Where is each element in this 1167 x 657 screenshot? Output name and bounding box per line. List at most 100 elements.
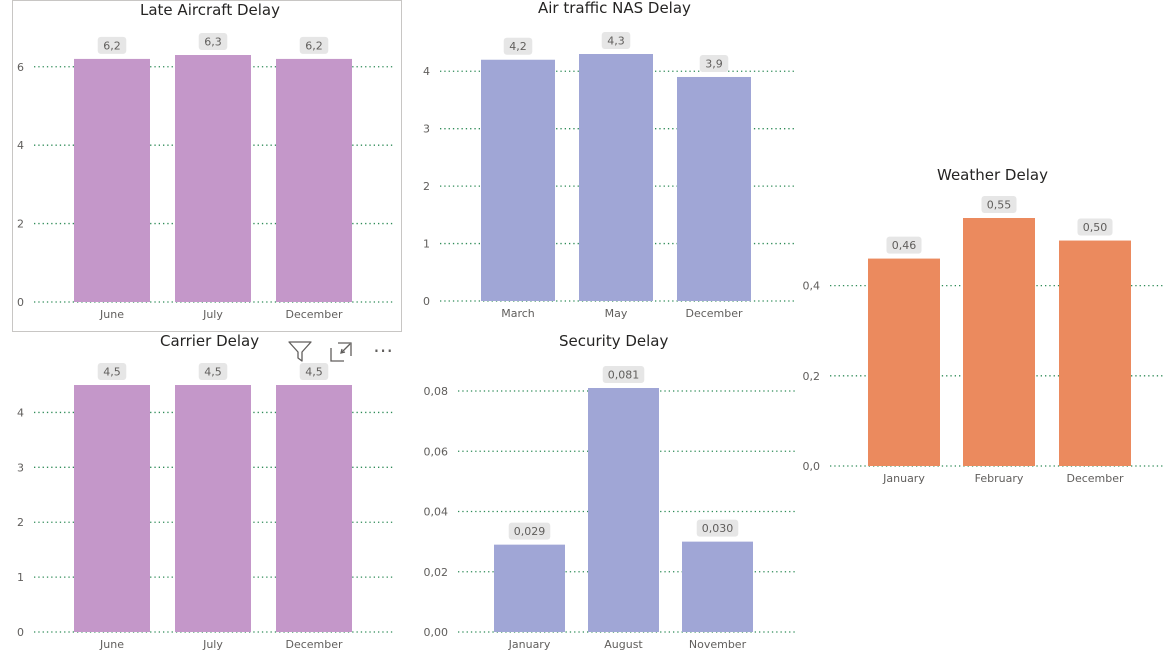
x-category-label: June	[99, 308, 124, 321]
data-label-bg	[508, 522, 551, 540]
data-label-bg	[981, 196, 1017, 213]
data-label-bg	[1077, 218, 1113, 236]
data-label: 6,3	[204, 36, 222, 49]
y-tick-label: 0,06	[424, 445, 449, 458]
chart-security[interactable]: Security Delay 0,00 0,02 0,04 0,06 0,08 0,029…	[410, 330, 800, 657]
x-category-label: November	[689, 638, 747, 651]
y-tick-label: 0	[17, 296, 24, 309]
bar	[588, 388, 659, 632]
x-category-label: July	[202, 638, 223, 651]
y-tick-label: 1	[17, 571, 24, 584]
data-label: 6,2	[305, 39, 323, 52]
chart-title: Weather Delay	[937, 166, 1048, 184]
bar	[677, 76, 751, 301]
bar	[74, 58, 150, 302]
y-tick-label: 4	[17, 139, 24, 152]
bar	[682, 541, 753, 632]
x-category-label: March	[501, 307, 535, 320]
bar	[868, 258, 940, 466]
bar	[963, 218, 1035, 466]
data-label-bg	[97, 363, 127, 380]
y-tick-label: 0	[17, 626, 24, 639]
bar	[175, 55, 251, 302]
chart-carrier[interactable]: Carrier Delay 0 1 2 3 4 4,5 June 4,5 July 4,5 Dece…	[0, 330, 400, 657]
chart-svg: 0 2 4 6 6,2 June 6,3 July 6,2 December	[17, 33, 395, 321]
x-category-label: May	[605, 307, 628, 320]
chart-svg: 0,0 0,2 0,4 0,46 January 0,55 February 0,50 Dece…	[803, 196, 1165, 485]
x-category-label: December	[685, 307, 743, 320]
data-label-bg	[699, 54, 729, 72]
data-label-bg	[198, 33, 228, 50]
y-tick-label: 2	[423, 180, 430, 193]
x-category-label: December	[285, 308, 343, 321]
x-category-label: June	[99, 638, 124, 651]
filter-icon[interactable]	[287, 339, 313, 363]
data-label: 0,55	[987, 199, 1012, 212]
data-label: 0,081	[608, 369, 640, 382]
y-tick-label: 0	[423, 295, 430, 308]
y-tick-label: 0,00	[424, 626, 449, 639]
chart-title: Security Delay	[559, 332, 669, 350]
y-tick-label: 4	[17, 406, 24, 419]
bar	[276, 385, 352, 632]
data-label: 3,9	[705, 57, 723, 70]
bar	[276, 58, 352, 302]
x-category-label: January	[882, 472, 925, 485]
x-category-label: December	[285, 638, 343, 651]
data-label-bg	[503, 37, 533, 55]
focus-mode-icon[interactable]	[328, 340, 354, 364]
x-category-label: July	[202, 308, 223, 321]
chart-title: Late Aircraft Delay	[140, 1, 280, 19]
y-tick-label: 0,0	[803, 460, 821, 473]
bar	[175, 385, 251, 632]
data-label-bg	[886, 236, 922, 254]
bar	[74, 385, 150, 632]
y-tick-label: 0,08	[424, 385, 449, 398]
data-label: 4,3	[607, 35, 625, 48]
y-tick-label: 4	[423, 65, 430, 78]
bar	[1059, 240, 1131, 466]
data-label: 0,029	[514, 525, 546, 538]
chart-svg: 0 1 2 3 4 4,2 March 4,3 May 3,9 December	[423, 32, 795, 320]
x-category-label: January	[508, 638, 551, 651]
y-tick-label: 2	[17, 218, 24, 231]
data-label: 0,030	[702, 522, 734, 535]
y-tick-label: 0,02	[424, 566, 449, 579]
y-tick-label: 3	[17, 461, 24, 474]
y-tick-label: 0,2	[803, 370, 821, 383]
x-category-label: February	[975, 472, 1024, 485]
y-tick-label: 3	[423, 123, 430, 136]
y-tick-label: 0,04	[424, 506, 449, 519]
chart-title: Air traffic NAS Delay	[538, 0, 691, 17]
chart-svg: 0 1 2 3 4 4,5 June 4,5 July 4,5 December	[17, 363, 395, 651]
y-tick-label: 2	[17, 516, 24, 529]
more-options-icon[interactable]: ⋯	[373, 338, 393, 362]
data-label-bg	[601, 32, 631, 49]
data-label: 0,46	[892, 239, 917, 252]
data-label-bg	[299, 36, 329, 54]
data-label: 6,2	[103, 39, 121, 52]
data-label: 4,5	[103, 366, 121, 379]
data-label-bg	[198, 363, 228, 380]
data-label: 4,2	[509, 40, 527, 53]
bar	[494, 544, 565, 632]
chart-svg: 0,00 0,02 0,04 0,06 0,08 0,029 January 0,081 Aug…	[424, 366, 795, 651]
bar	[579, 54, 653, 301]
data-label-bg	[299, 363, 329, 380]
selected-visual-frame[interactable]	[12, 0, 402, 332]
chart-title: Carrier Delay	[160, 332, 260, 350]
x-category-label: December	[1066, 472, 1124, 485]
bar	[481, 59, 555, 301]
x-category-label: August	[604, 638, 643, 651]
data-label: 4,5	[204, 366, 222, 379]
y-tick-label: 1	[423, 238, 430, 251]
chart-late-aircraft[interactable]: Late Aircraft Delay 0 2 4 6 6,2 June 6,3 July 6,…	[0, 0, 400, 330]
y-tick-label: 0,4	[803, 280, 821, 293]
y-tick-label: 6	[17, 61, 24, 74]
data-label-bg	[97, 36, 127, 54]
data-label-bg	[696, 519, 739, 537]
data-label: 4,5	[305, 366, 323, 379]
chart-air-traffic-nas[interactable]: Air traffic NAS Delay 0 1 2 3 4 4,2 March 4,3 Ma…	[410, 0, 800, 330]
chart-weather[interactable]: Weather Delay 0,0 0,2 0,4 0,46 January 0,55 Fe…	[800, 160, 1167, 500]
data-label: 0,50	[1083, 221, 1108, 234]
